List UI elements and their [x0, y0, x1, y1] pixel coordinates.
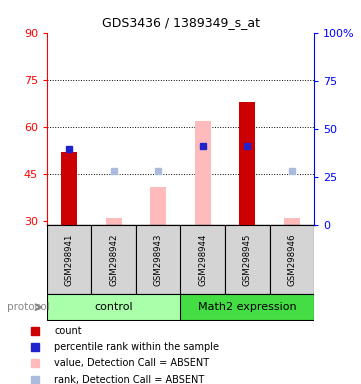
Bar: [270, 225, 314, 294]
Text: value, Detection Call = ABSENT: value, Detection Call = ABSENT: [54, 359, 209, 369]
Bar: [151, 187, 166, 225]
Bar: [136, 225, 180, 294]
Text: rank, Detection Call = ABSENT: rank, Detection Call = ABSENT: [54, 375, 204, 384]
Text: GSM298943: GSM298943: [154, 233, 163, 286]
Bar: [47, 225, 91, 294]
Text: GSM298941: GSM298941: [65, 233, 74, 286]
Bar: [91, 225, 136, 294]
Bar: [284, 218, 300, 225]
Bar: [225, 225, 270, 294]
Bar: [180, 293, 314, 320]
Text: count: count: [54, 326, 82, 336]
Bar: [180, 225, 225, 294]
Title: GDS3436 / 1389349_s_at: GDS3436 / 1389349_s_at: [101, 16, 260, 29]
Bar: [61, 152, 77, 225]
Text: GSM298942: GSM298942: [109, 233, 118, 286]
Text: GSM298946: GSM298946: [287, 233, 296, 286]
Text: percentile rank within the sample: percentile rank within the sample: [54, 342, 219, 352]
Text: control: control: [95, 302, 133, 312]
Bar: [47, 293, 180, 320]
Text: GSM298944: GSM298944: [198, 233, 207, 286]
Bar: [239, 102, 255, 225]
Text: GSM298945: GSM298945: [243, 233, 252, 286]
Bar: [195, 121, 210, 225]
Text: Math2 expression: Math2 expression: [198, 302, 297, 312]
Text: protocol: protocol: [7, 302, 50, 312]
Bar: [106, 218, 122, 225]
